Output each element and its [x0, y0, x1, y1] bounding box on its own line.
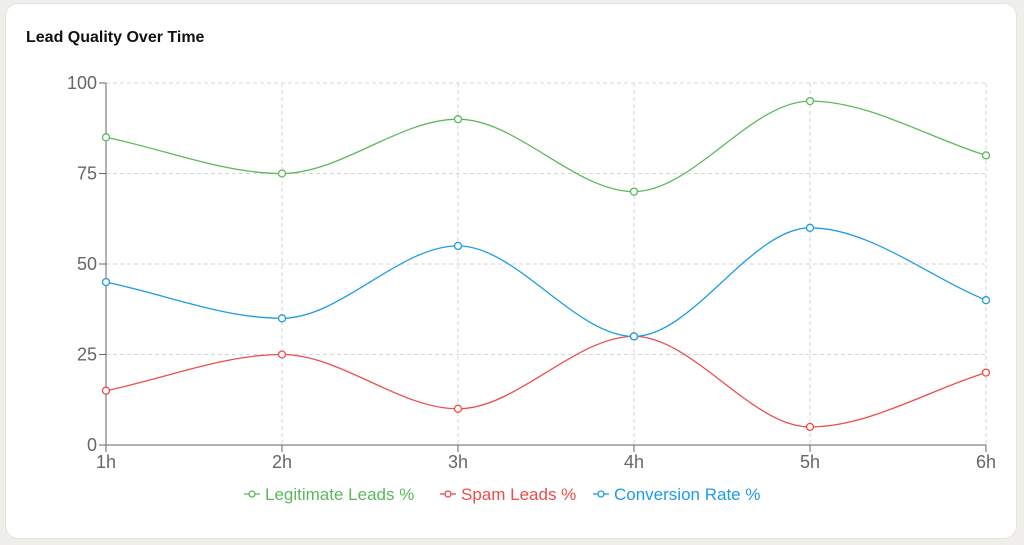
y-tick-label: 100: [67, 73, 97, 93]
data-point: [453, 115, 463, 124]
data-point: [805, 223, 815, 232]
data-point: [277, 350, 287, 359]
series-line-1: [105, 335, 987, 428]
x-tick-label: 6h: [976, 452, 996, 472]
legend-label: Conversion Rate %: [614, 485, 760, 504]
y-tick-label: 75: [77, 164, 97, 184]
data-point: [981, 368, 991, 377]
data-point: [453, 404, 463, 413]
x-tick-label: 2h: [272, 452, 292, 472]
data-point: [805, 422, 815, 432]
y-tick-label: 50: [77, 254, 97, 274]
data-point: [981, 151, 991, 160]
y-tick-label: 0: [87, 435, 97, 455]
data-point: [453, 241, 463, 251]
data-point: [629, 187, 639, 196]
x-tick-label: 1h: [96, 452, 116, 472]
chart-title: Lead Quality Over Time: [26, 29, 205, 46]
data-point: [277, 169, 287, 178]
legend-label: Spam Leads %: [461, 485, 576, 504]
legend-marker: [444, 490, 452, 498]
data-point: [101, 277, 111, 287]
legend-marker: [597, 490, 605, 498]
x-tick-label: 3h: [448, 452, 468, 472]
data-point: [101, 386, 111, 395]
legend-item: Conversion Rate %: [593, 485, 760, 504]
series-line-2: [105, 227, 987, 338]
legend-item: Spam Leads %: [440, 485, 576, 504]
series-line-0: [105, 100, 987, 193]
x-tick-label: 5h: [800, 452, 820, 472]
x-tick-label: 4h: [624, 452, 644, 472]
data-point: [629, 332, 639, 341]
data-point: [805, 96, 815, 106]
y-tick-label: 25: [77, 345, 97, 365]
legend-label: Legitimate Leads %: [265, 485, 414, 504]
legend-marker: [248, 490, 256, 498]
legend-item: Legitimate Leads %: [244, 485, 414, 504]
data-point: [101, 133, 111, 142]
data-point: [277, 314, 287, 323]
data-point: [981, 296, 991, 305]
chart-card: [6, 4, 1016, 538]
